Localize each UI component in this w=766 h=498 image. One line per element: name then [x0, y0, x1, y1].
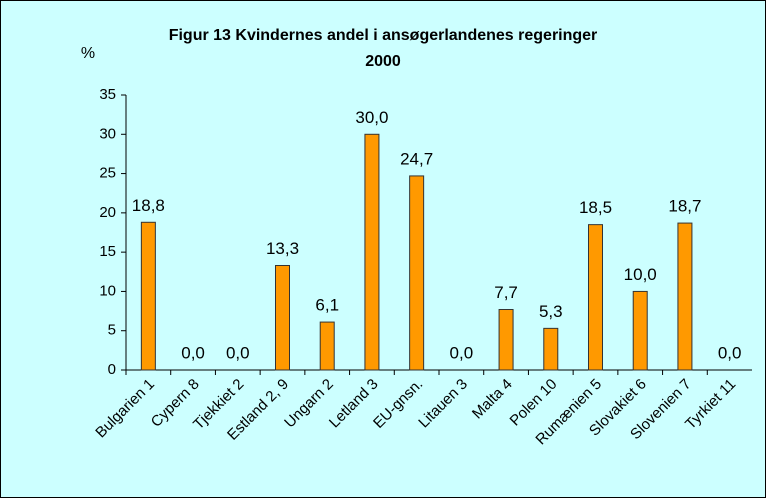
bar: [498, 309, 514, 371]
chart-title: Figur 13 Kvindernes andel i ansøgerlande…: [169, 27, 598, 44]
y-axis-label: %: [81, 45, 95, 62]
value-label: 13,3: [266, 239, 299, 258]
y-tick-label: 0: [108, 361, 116, 378]
value-label: 24,7: [400, 149, 433, 168]
value-label: 5,3: [539, 302, 563, 321]
bar: [364, 133, 380, 371]
value-label: 18,8: [132, 196, 165, 215]
value-label: 18,7: [668, 197, 701, 216]
bar: [543, 327, 559, 371]
y-tick-label: 30: [99, 125, 116, 142]
value-label: 0,0: [718, 343, 742, 362]
value-label: 0,0: [226, 343, 250, 362]
bar: [677, 222, 693, 371]
bar: [588, 224, 603, 371]
bar: [140, 221, 156, 371]
value-label: 0,0: [450, 343, 474, 362]
y-tick-label: 20: [99, 204, 116, 221]
value-label: 30,0: [355, 108, 388, 127]
y-tick-label: 10: [99, 282, 116, 299]
value-label: 0,0: [181, 343, 205, 362]
value-label: 7,7: [494, 283, 518, 302]
bar: [275, 265, 290, 371]
value-label: 6,1: [315, 296, 339, 315]
y-tick-label: 35: [99, 86, 116, 103]
value-label: 18,5: [579, 198, 612, 217]
chart-title: 2000: [365, 53, 401, 70]
y-tick-label: 25: [99, 165, 116, 182]
bar: [319, 321, 335, 371]
bar: [409, 175, 425, 371]
value-label: 10,0: [624, 265, 657, 284]
y-tick-label: 5: [108, 322, 116, 339]
y-tick-label: 15: [99, 243, 116, 260]
bar: [632, 290, 648, 371]
